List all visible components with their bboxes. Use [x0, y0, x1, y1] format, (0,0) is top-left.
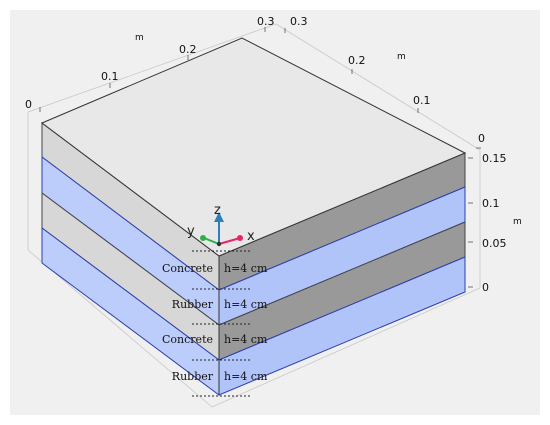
y-axis-end-dot: [200, 235, 206, 241]
right-axis-tick: 0: [478, 132, 485, 145]
layer-1-thickness: h=4 cm: [224, 262, 268, 275]
vertical-axis-tick: 0.05: [482, 237, 507, 250]
bounding-box-lines: [27, 23, 481, 408]
left-axis-tick: 0.2: [179, 43, 197, 56]
x-axis-label: x: [247, 229, 255, 244]
layer-2-thickness: h=4 cm: [224, 298, 268, 311]
left-axis-unit: m: [135, 33, 144, 43]
x-axis-arrow: [218, 237, 241, 245]
layer-2-material: Rubber: [172, 298, 214, 311]
layer-3-thickness: h=4 cm: [224, 333, 268, 346]
axis-tick-marks: [39, 27, 481, 288]
vertical-axis: m 0.15 0.1 0.05 0: [482, 152, 522, 294]
z-arrow-head: [214, 212, 224, 222]
x-axis-end-dot: [237, 235, 243, 241]
left-axis-tick: 0.3: [257, 15, 275, 28]
right-axis-tick: 0.1: [413, 94, 431, 107]
right-axis-tick: 0.2: [348, 54, 366, 67]
vertical-axis-unit: m: [513, 217, 522, 227]
y-axis-label: y: [187, 224, 195, 239]
y-axis-arrow: [203, 237, 220, 245]
right-axis-unit: m: [397, 52, 406, 62]
layer-boundary-markers: [192, 250, 252, 397]
vertical-axis-tick: 0.15: [482, 152, 507, 165]
left-face: [41, 121, 220, 396]
right-axis-tick: 0.3: [290, 15, 308, 28]
left-axis-tick: 0: [25, 98, 32, 111]
triad-origin: [216, 241, 222, 247]
left-axis: m 0 0.1 0.2 0.3: [25, 15, 275, 111]
vertical-axis-tick: 0.1: [482, 197, 500, 210]
right-axis: m 0.3 0.2 0.1 0: [290, 15, 485, 145]
vertical-axis-tick: 0: [482, 281, 489, 294]
layer-1-material: Concrete: [162, 262, 213, 275]
layer-4-material: Rubber: [172, 370, 214, 383]
layer-4-thickness: h=4 cm: [224, 370, 268, 383]
left-axis-tick: 0.1: [101, 70, 119, 83]
z-axis-label: z: [214, 203, 221, 218]
coordinate-triad: z x y: [187, 203, 255, 247]
top-face-concrete: [41, 37, 467, 257]
layer-3-material: Concrete: [162, 333, 213, 346]
right-face: [218, 152, 466, 396]
layer-labels: Concrete h=4 cm Rubber h=4 cm Concrete h…: [162, 262, 268, 383]
